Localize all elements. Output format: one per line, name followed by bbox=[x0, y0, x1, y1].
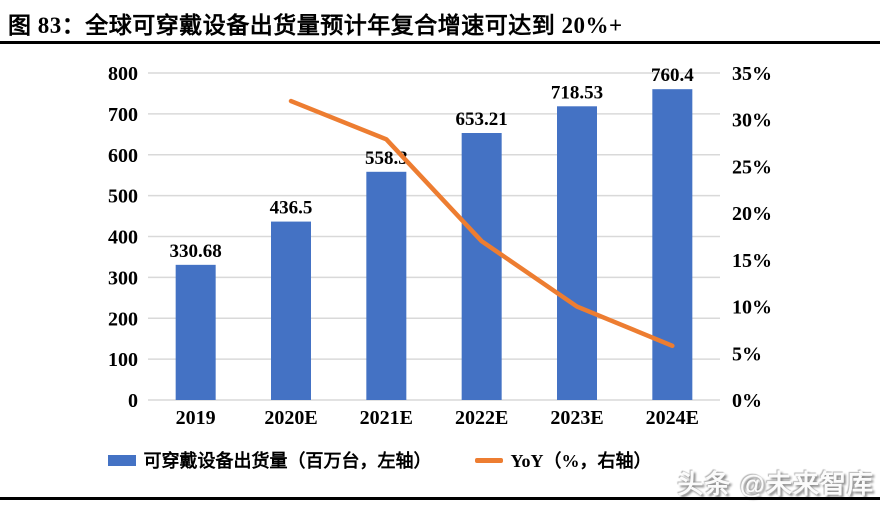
x-axis-label: 2024E bbox=[646, 407, 699, 429]
line-series-label: YoY（%，右轴） bbox=[510, 451, 652, 471]
bottom-divider bbox=[0, 497, 880, 500]
title-divider bbox=[0, 41, 880, 44]
legend-item-shipments: 可穿戴设备出货量（百万台，左轴） bbox=[108, 447, 431, 473]
bar-2021E bbox=[366, 171, 407, 400]
right-axis-tick: 15% bbox=[732, 250, 772, 272]
bar-value-label: 330.68 bbox=[170, 241, 222, 262]
bar-2022E bbox=[461, 133, 502, 400]
legend-item-yoy: YoY（%，右轴） bbox=[475, 447, 652, 473]
right-axis-tick: 10% bbox=[732, 297, 772, 319]
left-axis-tick: 700 bbox=[108, 104, 138, 126]
bar-value-label: 653.21 bbox=[456, 109, 508, 130]
x-axis-label: 2019 bbox=[176, 407, 216, 429]
bar-2023E bbox=[557, 106, 597, 400]
left-axis-tick: 200 bbox=[108, 308, 138, 330]
x-axis-label: 2020E bbox=[264, 407, 317, 429]
chart-legend: 可穿戴设备出货量（百万台，左轴） YoY（%，右轴） bbox=[70, 447, 690, 473]
left-axis-tick: 500 bbox=[108, 186, 138, 208]
left-axis-tick: 100 bbox=[108, 349, 138, 371]
left-axis-tick: 400 bbox=[108, 227, 138, 249]
right-axis-tick: 30% bbox=[732, 110, 772, 132]
bar-series-label: 可穿戴设备出货量（百万台，左轴） bbox=[143, 451, 432, 471]
right-axis-tick: 25% bbox=[732, 156, 772, 178]
left-axis-tick: 0 bbox=[128, 390, 138, 412]
watermark: 头条 @未来智库 bbox=[677, 469, 874, 499]
x-axis-label: 2021E bbox=[360, 407, 413, 429]
bar-value-label: 718.53 bbox=[551, 82, 603, 103]
x-axis-label: 2022E bbox=[455, 407, 508, 429]
right-axis-tick: 0% bbox=[732, 390, 762, 412]
right-axis-tick: 35% bbox=[732, 63, 772, 85]
yoy-line bbox=[288, 98, 675, 349]
right-axis-tick: 5% bbox=[732, 343, 762, 365]
x-axis-label: 2023E bbox=[550, 407, 603, 429]
bar-2020E bbox=[271, 221, 311, 400]
bar-2024E bbox=[652, 89, 693, 401]
bar-value-label: 760.4 bbox=[651, 65, 694, 86]
left-axis-tick: 300 bbox=[108, 267, 138, 289]
bar-series-swatch bbox=[108, 454, 137, 466]
figure-title: 图 83：全球可穿戴设备出货量预计年复合增速可达到 20%+ bbox=[8, 13, 623, 38]
combo-chart: 0 100 200 300 400 500 600 700 800 0% 5% 10% 15% 20% 25… bbox=[108, 63, 772, 429]
bar-2019 bbox=[175, 264, 216, 400]
right-axis-tick: 20% bbox=[732, 203, 772, 225]
bar-value-label: 436.5 bbox=[270, 198, 313, 219]
left-axis-tick: 600 bbox=[108, 145, 138, 167]
line-series-swatch bbox=[475, 457, 504, 463]
left-axis-tick: 800 bbox=[108, 63, 138, 85]
